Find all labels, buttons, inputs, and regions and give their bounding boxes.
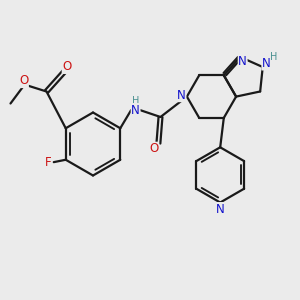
Text: F: F: [45, 156, 52, 169]
Text: O: O: [149, 142, 158, 155]
Text: H: H: [270, 52, 278, 62]
Text: N: N: [262, 57, 271, 70]
Text: O: O: [19, 74, 28, 88]
Text: N: N: [131, 103, 140, 117]
Text: N: N: [177, 88, 186, 102]
Text: O: O: [62, 60, 71, 74]
Text: N: N: [216, 202, 225, 216]
Text: H: H: [132, 96, 139, 106]
Text: N: N: [238, 55, 247, 68]
